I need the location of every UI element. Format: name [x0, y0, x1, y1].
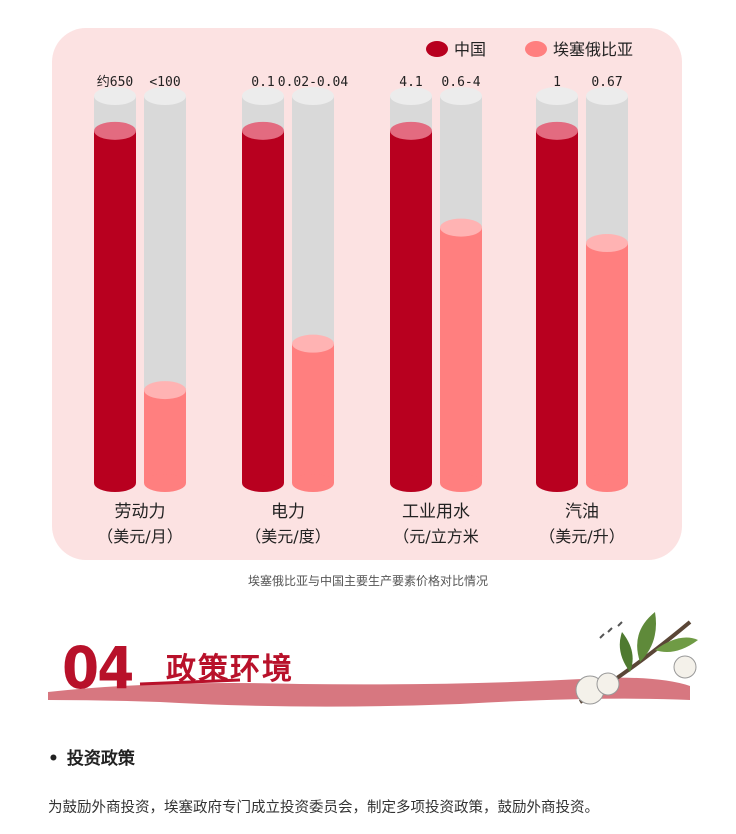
- bar-track-cap: [390, 87, 432, 105]
- bar-track-cap: [440, 87, 482, 105]
- bar-bottom-cap: [292, 474, 334, 492]
- bar-top-cap: [390, 121, 432, 140]
- bar-ethiopia: [144, 390, 186, 483]
- category-label: 汽油: [565, 502, 599, 522]
- bar-china: [390, 130, 432, 483]
- data-label: 0.6-4: [441, 75, 480, 90]
- bar-bottom-cap: [586, 474, 628, 492]
- bar-track-cap: [144, 87, 186, 105]
- bar-top-cap: [586, 234, 628, 253]
- section-number: 04: [62, 634, 134, 702]
- data-label: 1: [553, 75, 561, 90]
- category-label: 电力: [271, 502, 305, 522]
- bullet-label: 投资政策: [66, 749, 135, 769]
- legend-label: 埃塞俄比亚: [553, 40, 633, 59]
- bar-track-cap: [94, 87, 136, 105]
- section-header: 04 政策环境: [40, 600, 700, 720]
- chart-panel: 中国 埃塞俄比亚约650 <100 劳动力 （美元/月） 0.1 0.02-0.04 电力 （美…: [52, 28, 682, 560]
- data-label: <100: [149, 75, 180, 90]
- bar-bottom-cap: [94, 474, 136, 492]
- category-unit-label: （元/立方米: [393, 527, 478, 546]
- cotton-branch-icon: [575, 612, 698, 705]
- category-unit-label: （美元/升）: [539, 527, 624, 546]
- bar-track-cap: [242, 87, 284, 105]
- bar-china: [536, 130, 578, 483]
- category-label: 工业用水: [402, 502, 470, 522]
- bar-top-cap: [94, 121, 136, 140]
- bar-bottom-cap: [390, 474, 432, 492]
- bar-bottom-cap: [536, 474, 578, 492]
- bar-top-cap: [536, 121, 578, 140]
- bar-china: [242, 130, 284, 483]
- section-title: 政策环境: [166, 652, 294, 687]
- bar-bottom-cap: [440, 474, 482, 492]
- legend-swatch: [525, 41, 547, 57]
- bar-ethiopia: [586, 243, 628, 483]
- bar-china: [94, 130, 136, 483]
- data-label: 约650: [97, 75, 133, 90]
- brush-stroke-decoration: [48, 677, 690, 707]
- category-unit-label: （美元/月）: [97, 527, 182, 546]
- bar-ethiopia: [292, 343, 334, 483]
- bar-top-cap: [440, 218, 482, 237]
- data-label: 0.02-0.04: [278, 75, 349, 90]
- bar-track-cap: [586, 87, 628, 105]
- legend-label: 中国: [454, 40, 486, 59]
- bar-bottom-cap: [144, 474, 186, 492]
- data-label: 0.1: [251, 75, 274, 90]
- bar-top-cap: [144, 381, 186, 400]
- bullet-symbol: •: [48, 749, 59, 769]
- bar-track-cap: [536, 87, 578, 105]
- bar-track-cap: [292, 87, 334, 105]
- category-label: 劳动力: [115, 502, 166, 522]
- bar-bottom-cap: [242, 474, 284, 492]
- data-label: 0.67: [591, 75, 622, 90]
- data-label: 4.1: [399, 75, 422, 90]
- bar-ethiopia: [440, 227, 482, 483]
- bar-top-cap: [292, 334, 334, 353]
- legend-swatch: [426, 41, 448, 57]
- bar-top-cap: [242, 121, 284, 140]
- bullet-heading: • 投资政策: [48, 744, 135, 769]
- category-unit-label: （美元/度）: [245, 527, 330, 546]
- chart-caption: 埃塞俄比亚与中国主要生产要素价格对比情况: [247, 574, 488, 588]
- body-paragraph: 为鼓励外商投资，埃塞政府专门成立投资委员会，制定多项投资政策，鼓励外商投资。: [48, 800, 599, 816]
